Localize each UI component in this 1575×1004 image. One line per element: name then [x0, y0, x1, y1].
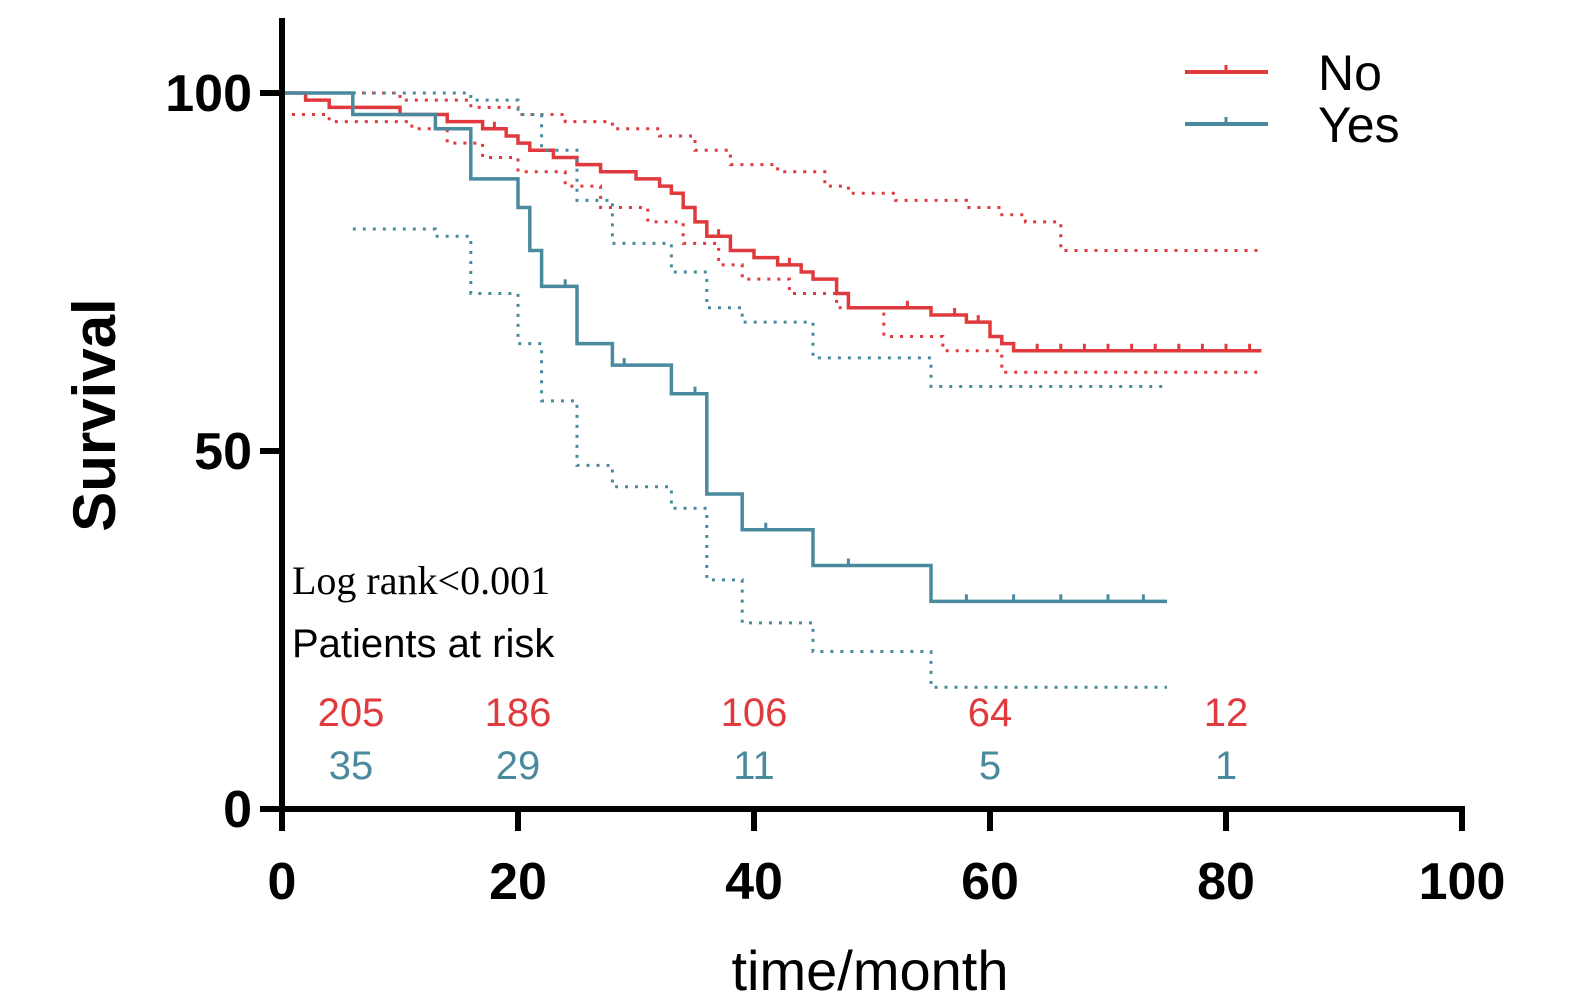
- x-axis-title: time/month: [732, 939, 1009, 1002]
- at-risk-count-no: 106: [721, 691, 788, 735]
- at-risk-count-no: 12: [1204, 691, 1249, 735]
- at-risk-count-yes: 11: [733, 744, 775, 788]
- axes: 0 20 40 60 80 100 0 50 100: [165, 18, 1505, 911]
- log-rank-annotation: Log rank<0.001: [292, 558, 550, 603]
- at-risk-count-yes: 29: [496, 744, 541, 788]
- legend-item-yes: Yes: [1185, 97, 1400, 153]
- at-risk-table: 205 186 106 64 12 35 29 11 5 1: [318, 691, 1249, 788]
- survival-curve-no: [282, 91, 1262, 353]
- ci-upper-yes: [352, 91, 1167, 389]
- at-risk-count-no: 205: [318, 691, 385, 735]
- y-axis-title: Survival: [61, 298, 128, 531]
- legend-label-yes: Yes: [1318, 97, 1400, 153]
- patients-at-risk-title: Patients at risk: [292, 622, 555, 666]
- ci-lower-yes: [352, 227, 1167, 689]
- legend-item-no: No: [1185, 45, 1382, 101]
- y-tick-label: 100: [165, 65, 252, 123]
- ci-lower-no: [282, 112, 1262, 374]
- at-risk-count-yes: 5: [979, 744, 1001, 788]
- at-risk-count-no: 64: [968, 691, 1013, 735]
- x-tick-label: 80: [1197, 853, 1255, 911]
- x-tick-label: 60: [961, 853, 1019, 911]
- plot-area: [282, 91, 1262, 689]
- legend: No Yes: [1185, 45, 1400, 153]
- y-tick-label: 50: [194, 423, 252, 481]
- x-tick-label: 0: [268, 853, 297, 911]
- legend-label-no: No: [1318, 45, 1382, 101]
- ci-upper-no: [282, 91, 1262, 253]
- at-risk-count-yes: 35: [329, 744, 374, 788]
- y-tick-label: 0: [223, 781, 252, 839]
- at-risk-count-yes: 1: [1215, 744, 1237, 788]
- x-tick-label: 40: [725, 853, 783, 911]
- x-tick-label: 100: [1419, 853, 1506, 911]
- x-tick-label: 20: [489, 853, 547, 911]
- survival-curve-yes: [282, 91, 1167, 604]
- at-risk-count-no: 186: [485, 691, 552, 735]
